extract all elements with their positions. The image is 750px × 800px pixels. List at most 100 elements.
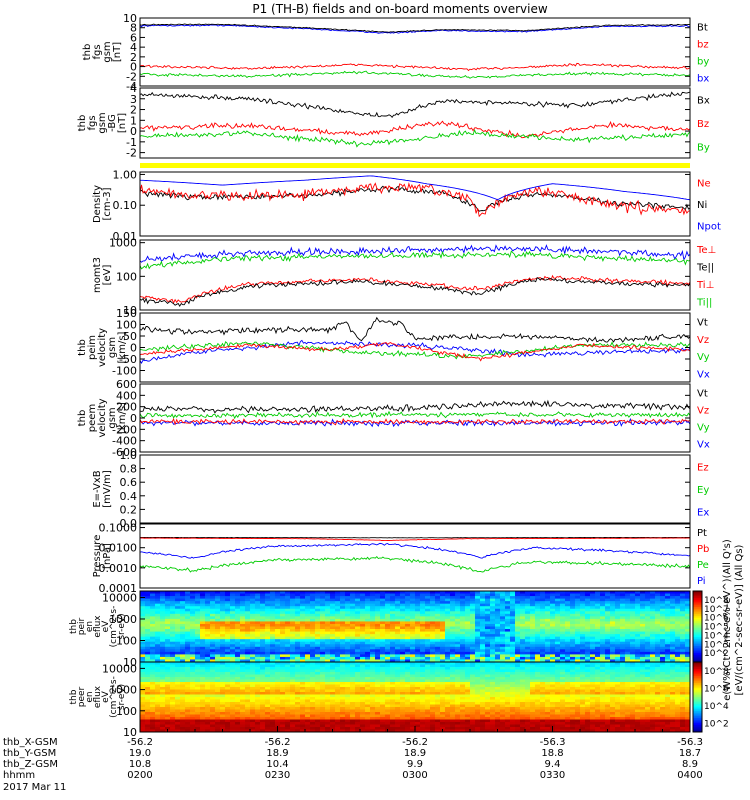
spectrogram-cell [420,682,426,685]
spectrogram-cell [445,636,451,640]
spectrogram-cell [165,697,171,700]
spectrogram-cell [290,641,296,645]
spectrogram-cell [455,636,461,640]
spectrogram-cell [365,697,371,700]
spectrogram-cell [405,596,411,600]
spectrogram-cell [585,608,591,612]
spectrogram-cell [410,689,416,693]
spectrogram-cell [385,714,391,718]
spectrogram-cell [140,729,146,733]
spectrogram-cell [205,694,211,698]
spectrogram-cell [230,651,236,655]
spectrogram-cell [595,649,601,653]
spectrogram-cell [170,697,176,700]
spectrogram-cell [410,631,416,635]
spectrogram-cell [530,606,536,610]
spectrogram-cell [680,608,686,612]
spectrogram-cell [165,687,171,690]
spectrogram-cell [385,639,391,643]
spectrogram-cell [205,659,211,663]
spectrogram-cell [615,644,621,648]
spectrogram-cell [390,667,396,670]
spectrogram-cell [315,631,321,635]
spectrogram-cell [225,687,231,690]
spectrogram-cell [290,613,296,617]
spectrogram-cell [670,623,676,627]
spectrogram-cell [235,702,241,705]
spectrogram-cell [335,699,341,703]
spectrogram-cell [645,654,651,658]
spectrogram-cell [400,694,406,698]
spectrogram-cell [230,616,236,620]
spectrogram-cell [645,651,651,655]
spectrogram-cell [215,601,221,605]
spectrogram-cell [285,689,291,693]
spectrogram-cell [210,697,216,700]
spectrogram-cell [215,608,221,612]
spectrogram-cell [240,631,246,635]
spectrogram-cell [350,689,356,693]
spectrogram-cell [355,611,361,615]
spectrogram-cell [275,626,281,630]
spectrogram-cell [295,697,301,700]
spectrogram-cell [420,707,426,710]
spectrogram-cell [320,598,326,602]
spectrogram-cell [195,689,201,693]
spectrogram-cell [375,606,381,610]
spectrogram-cell [680,618,686,622]
series-Ni-line [139,185,691,212]
spectrogram-cell [280,654,286,658]
spectrogram-cell [255,629,261,632]
colorbar-tick-label: 10^3 [704,640,729,650]
spectrogram-cell [300,664,306,668]
spectrogram-cell [160,598,166,602]
spectrogram-cell [250,664,256,668]
spectrogram-cell [315,623,321,627]
spectrogram-cell [245,646,251,650]
spectrogram-cell [250,679,256,683]
spectrogram-cell [175,664,181,668]
spectrogram-cell [420,687,426,690]
spectrogram-cell [340,659,346,663]
spectrogram-cell [390,649,396,653]
spectrogram-cell [605,598,611,602]
spectrogram-cell [280,672,286,675]
spectrogram-cell [375,651,381,655]
spectrogram-cell [265,626,271,630]
spectrogram-cell [330,719,336,723]
spectrogram-cell [680,636,686,640]
spectrogram-cell [150,674,156,678]
spectrogram-cell [520,631,526,635]
spectrogram-cell [420,618,426,622]
spectrogram-cell [245,651,251,655]
spectrogram-cell [660,608,666,612]
spectrogram-cell [350,709,356,713]
spectrogram-cell [500,656,506,660]
spectrogram-cell [355,639,361,643]
spectrogram-cell [650,636,656,640]
spectrogram-cell [385,598,391,602]
spectrogram-cell [155,729,161,733]
spectrogram-cell [270,699,276,703]
spectrogram-cell [360,712,366,715]
series-Vx-line [139,417,691,428]
spectrogram-cell [660,616,666,620]
spectrogram-cell [145,611,151,615]
spectrogram-cell [155,596,161,600]
spectrogram-cell [355,631,361,635]
spectrogram-cell [420,606,426,610]
spectrogram-cell [315,719,321,723]
spectrogram-cell [470,596,476,600]
spectrogram-cell [520,598,526,602]
spectrogram-cell [585,634,591,638]
spectrogram-cell [550,623,556,627]
spectrogram-cell [185,717,191,720]
spectrogram-cell [530,603,536,607]
spectrogram-cell [290,623,296,627]
spectrogram-cell [150,684,156,688]
spectrogram-cell [480,606,486,610]
spectrogram-cell [455,608,461,612]
spectrogram-cell [265,709,271,713]
spectrogram-cell [495,644,501,648]
spectrogram-cell [610,611,616,615]
